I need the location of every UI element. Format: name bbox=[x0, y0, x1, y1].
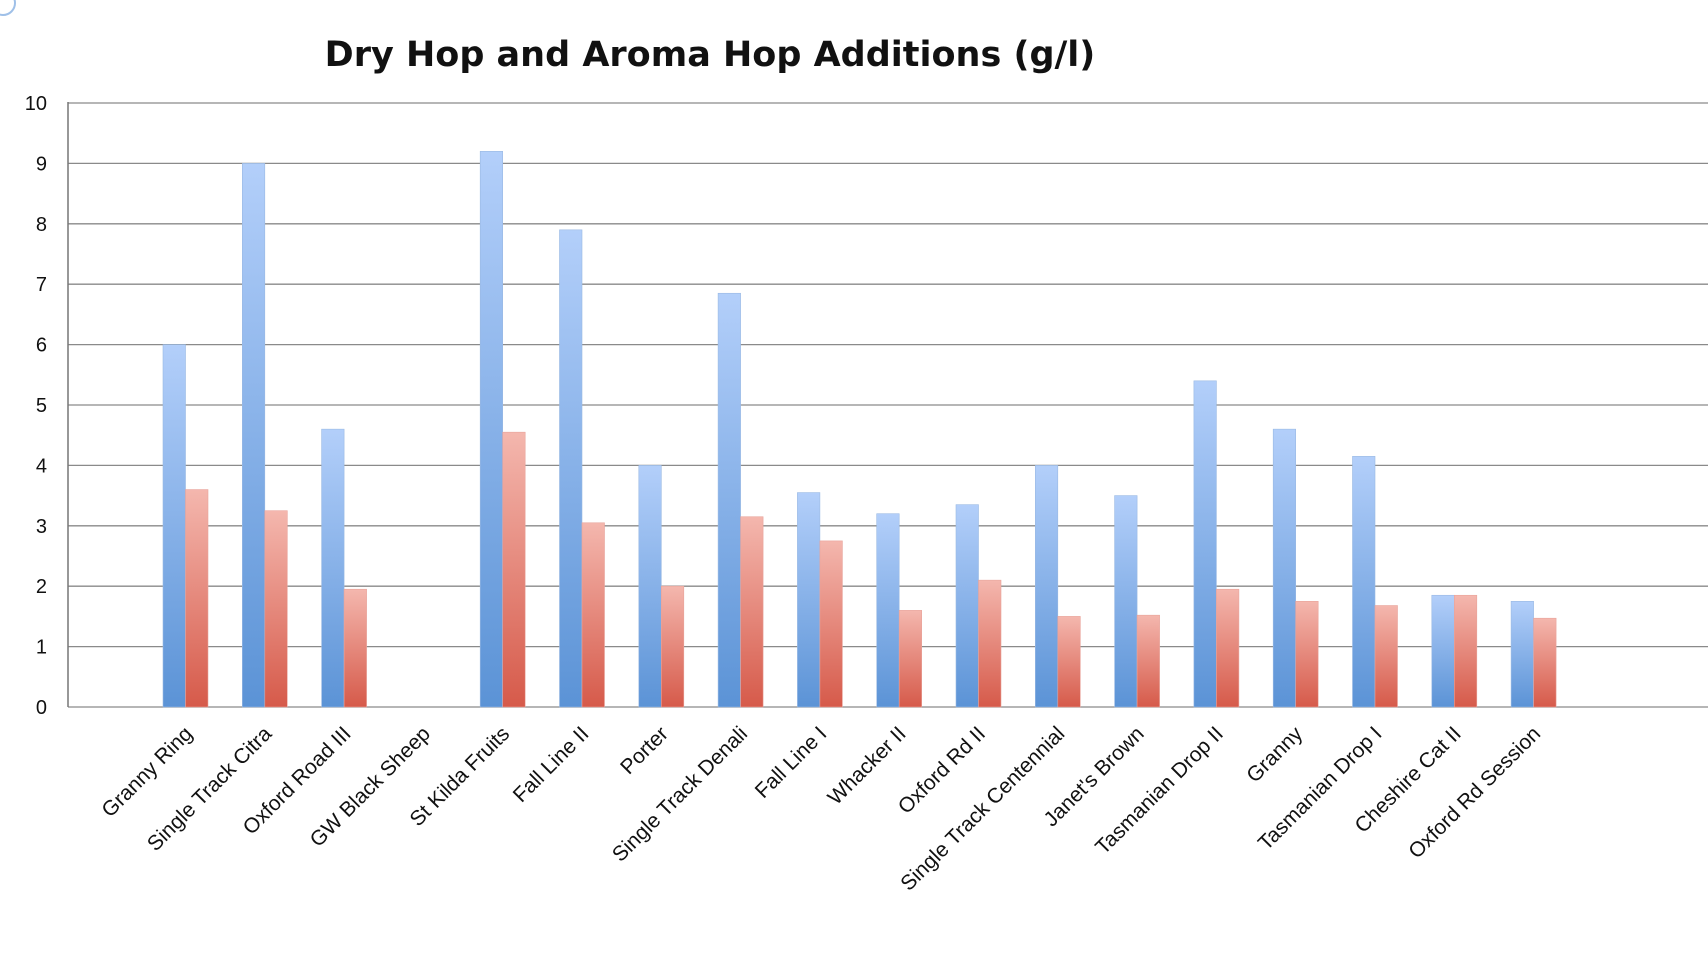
bar-series2 bbox=[1216, 588, 1240, 708]
x-category-label: Oxford Rd Session bbox=[1404, 722, 1545, 863]
bars-layer bbox=[162, 151, 1557, 708]
bar-series1 bbox=[1114, 495, 1138, 708]
y-tick-label: 5 bbox=[36, 395, 47, 417]
bar-series2 bbox=[660, 585, 685, 708]
bar-series1 bbox=[162, 344, 186, 708]
bar-series2 bbox=[1533, 617, 1557, 708]
y-tick-label: 3 bbox=[36, 516, 47, 538]
x-category-label: Single Track Centennial bbox=[896, 722, 1069, 895]
x-category-label: Fall Line II bbox=[509, 722, 594, 807]
chart-title: Dry Hop and Aroma Hop Additions (g/l) bbox=[325, 35, 1096, 75]
bar-series2 bbox=[740, 516, 764, 708]
bar-series1 bbox=[1510, 600, 1534, 708]
bar-series2 bbox=[978, 579, 1002, 708]
x-category-label: Whacker II bbox=[824, 722, 911, 809]
bar-series1 bbox=[479, 151, 504, 708]
y-tick-label: 7 bbox=[36, 274, 47, 296]
bar-series1 bbox=[559, 229, 583, 708]
bar-series1 bbox=[1352, 456, 1376, 708]
bar-series1 bbox=[1431, 594, 1455, 708]
bar-series2 bbox=[264, 510, 288, 708]
bar-series1 bbox=[717, 292, 741, 708]
y-tick-label: 2 bbox=[36, 576, 47, 598]
bar-series2 bbox=[898, 610, 923, 708]
bar-series2 bbox=[1057, 616, 1081, 708]
bar-series2 bbox=[1136, 614, 1160, 708]
y-tick-label: 9 bbox=[36, 153, 47, 175]
bar-series2 bbox=[1454, 594, 1478, 708]
y-tick-label: 1 bbox=[36, 637, 47, 659]
bar-series1 bbox=[321, 428, 345, 708]
bar-series2 bbox=[581, 522, 605, 708]
window-corner-accent bbox=[0, 0, 16, 16]
bar-series1 bbox=[1035, 465, 1059, 708]
x-category-label: Single Track Denali bbox=[608, 722, 752, 866]
bar-series2 bbox=[1295, 600, 1319, 708]
bar-series2 bbox=[819, 540, 843, 708]
bar-series1 bbox=[955, 504, 979, 708]
x-category-label: Porter bbox=[616, 722, 673, 779]
y-tick-label: 10 bbox=[25, 93, 47, 115]
bar-series2 bbox=[502, 431, 526, 708]
bar-series1 bbox=[242, 163, 266, 708]
y-tick-label: 0 bbox=[36, 697, 47, 719]
bar-series2 bbox=[1374, 605, 1398, 708]
y-tick-label: 4 bbox=[36, 455, 47, 477]
y-axis-ticks: 0 1 2 3 4 5 6 7 8 9 10 bbox=[25, 93, 47, 719]
bar-series1 bbox=[638, 465, 662, 708]
x-category-label: Granny bbox=[1242, 722, 1307, 787]
y-tick-label: 8 bbox=[36, 214, 47, 236]
x-category-label: Fall Line I bbox=[751, 722, 832, 803]
bar-series2 bbox=[185, 489, 209, 708]
bar-series1 bbox=[1193, 380, 1217, 708]
bar-series1 bbox=[876, 513, 900, 708]
bar-series2 bbox=[343, 588, 367, 708]
bar-series1 bbox=[797, 492, 821, 708]
y-tick-label: 6 bbox=[36, 335, 47, 357]
bar-series1 bbox=[1272, 428, 1296, 708]
